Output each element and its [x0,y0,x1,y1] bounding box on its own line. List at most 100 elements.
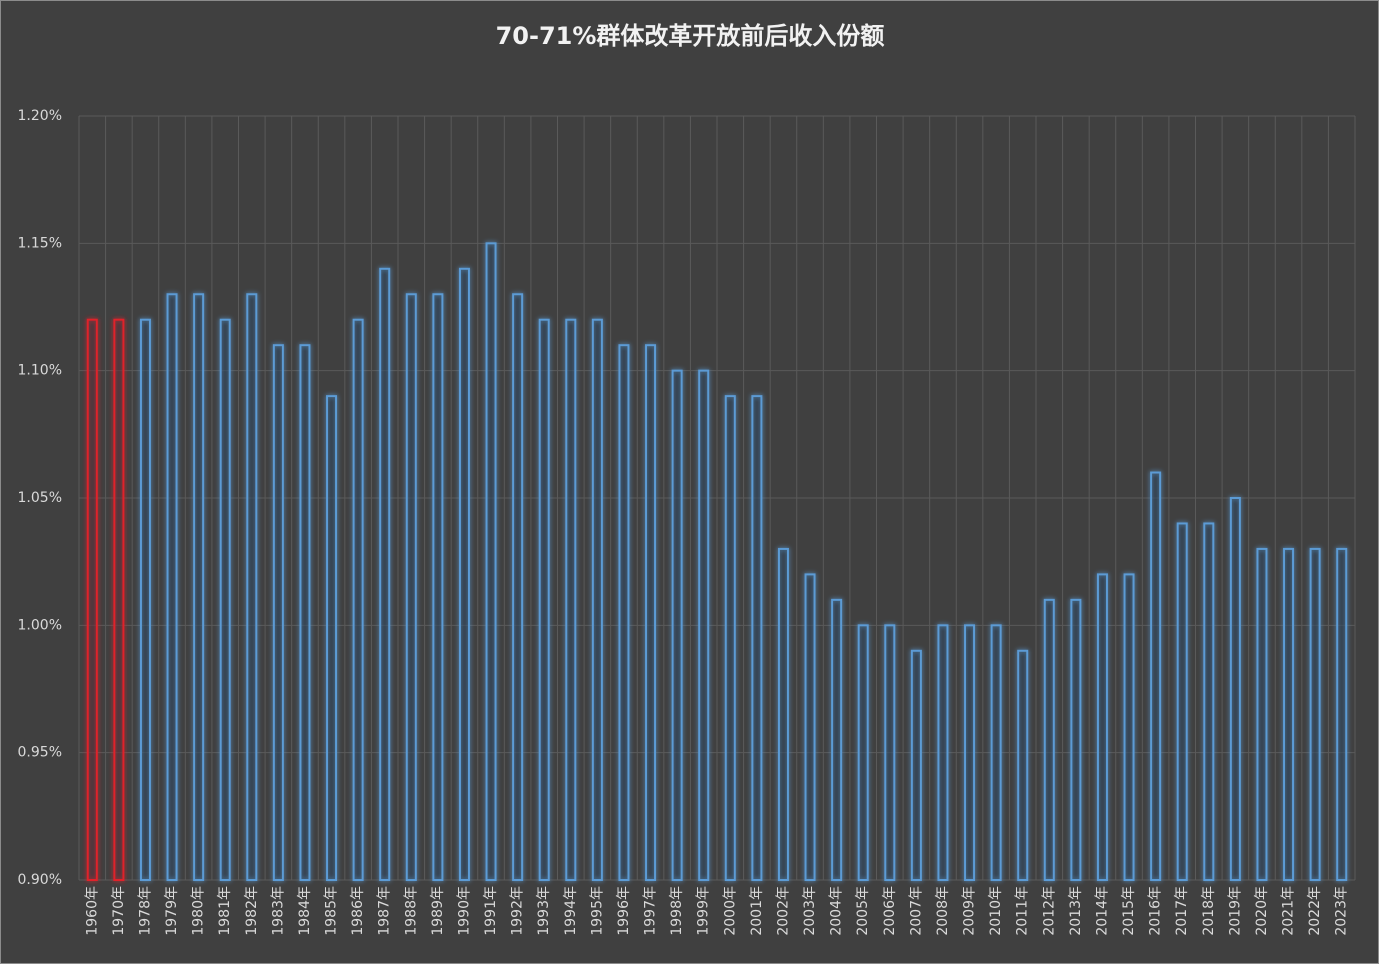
x-tick-label: 1996年 [616,886,632,936]
x-tick-label: 1987年 [377,886,393,936]
x-tick-label: 1989年 [430,886,446,936]
bar [1043,598,1055,881]
x-tick-label: 1995年 [589,886,605,936]
bar [884,624,896,881]
x-tick-label: 2008年 [935,886,951,936]
x-tick-label: 1984年 [297,886,313,936]
x-tick-label: 1988年 [403,886,419,936]
x-tick-label: 1978年 [137,886,153,936]
x-tick-label: 2003年 [802,886,818,936]
x-tick-label: 2000年 [722,886,738,936]
x-tick-label: 2005年 [855,886,871,936]
bar [458,267,470,881]
x-tick-label: 1981年 [217,886,233,936]
bar [538,318,550,881]
bar [1096,573,1108,882]
x-tick-label: 1960年 [84,886,100,936]
bar [379,267,391,881]
x-tick-label: 2022年 [1307,886,1323,936]
x-tick-label: 2016年 [1148,886,1164,936]
x-tick-label: 1992年 [510,886,526,936]
x-tick-label: 2018年 [1201,886,1217,936]
bar [299,344,311,881]
bar [910,649,922,881]
x-tick-label: 2006年 [882,886,898,936]
x-tick-label: 2010年 [988,886,1004,936]
y-tick-label: 1.00% [18,617,62,633]
x-tick-label: 1990年 [456,886,472,936]
bar [219,318,231,881]
x-tick-label: 2020年 [1254,886,1270,936]
bar [113,318,125,881]
x-tick-label: 1983年 [270,886,286,936]
x-tick-label: 1985年 [324,886,340,936]
bar [804,573,816,882]
bar [352,318,364,881]
y-tick-label: 1.05% [18,490,62,506]
bar [326,395,338,881]
bar [831,598,843,881]
x-tick-label: 1980年 [191,886,207,936]
y-tick-label: 1.20% [18,108,62,124]
x-tick-label: 2015年 [1121,886,1137,936]
x-tick-label: 1994年 [563,886,579,936]
x-tick-label: 2009年 [962,886,978,936]
bar [272,344,284,881]
bar [512,293,524,881]
x-tick-label: 2019年 [1227,886,1243,936]
bar [964,624,976,881]
x-tick-label: 1998年 [669,886,685,936]
bar [1203,522,1215,881]
bar [857,624,869,881]
x-tick-label: 2023年 [1334,886,1350,936]
bar [751,395,763,881]
y-tick-label: 0.95% [18,745,62,761]
x-tick-label: 2001年 [749,886,765,936]
bar [166,293,178,881]
y-tick-label: 0.90% [18,872,62,888]
x-tick-label: 2014年 [1094,886,1110,936]
x-tick-label: 2007年 [908,886,924,936]
bar [1256,547,1268,882]
bar [618,344,630,881]
bar [1229,497,1241,881]
bar [405,293,417,881]
bar [432,293,444,881]
bar [937,624,949,881]
bar [1283,547,1295,882]
bar [193,293,205,881]
chart-title: 70-71%群体改革开放前后收入份额 [496,22,885,50]
bar [246,293,258,881]
y-tick-label: 1.10% [18,363,62,379]
x-tick-label: 1970年 [111,886,127,936]
x-tick-label: 1993年 [536,886,552,936]
bar [1176,522,1188,881]
bar [777,547,789,882]
bar [1336,547,1348,882]
y-tick-label: 1.15% [18,235,62,251]
bar [565,318,577,881]
x-tick-label: 2004年 [829,886,845,936]
x-tick-label: 1986年 [350,886,366,936]
bar [1123,573,1135,882]
bar [1150,471,1162,881]
x-tick-label: 1999年 [696,886,712,936]
x-tick-label: 2002年 [775,886,791,936]
bar [1309,547,1321,882]
bar [485,242,497,882]
x-tick-label: 1979年 [164,886,180,936]
x-tick-label: 1997年 [643,886,659,936]
x-tick-label: 2017年 [1174,886,1190,936]
bar [671,369,683,881]
bar [1070,598,1082,881]
bar [645,344,657,881]
bar [1017,649,1029,881]
x-tick-label: 2012年 [1041,886,1057,936]
x-tick-label: 1982年 [244,886,260,936]
x-tick-label: 2013年 [1068,886,1084,936]
bar [139,318,151,881]
x-tick-label: 2021年 [1281,886,1297,936]
x-tick-label: 1991年 [483,886,499,936]
